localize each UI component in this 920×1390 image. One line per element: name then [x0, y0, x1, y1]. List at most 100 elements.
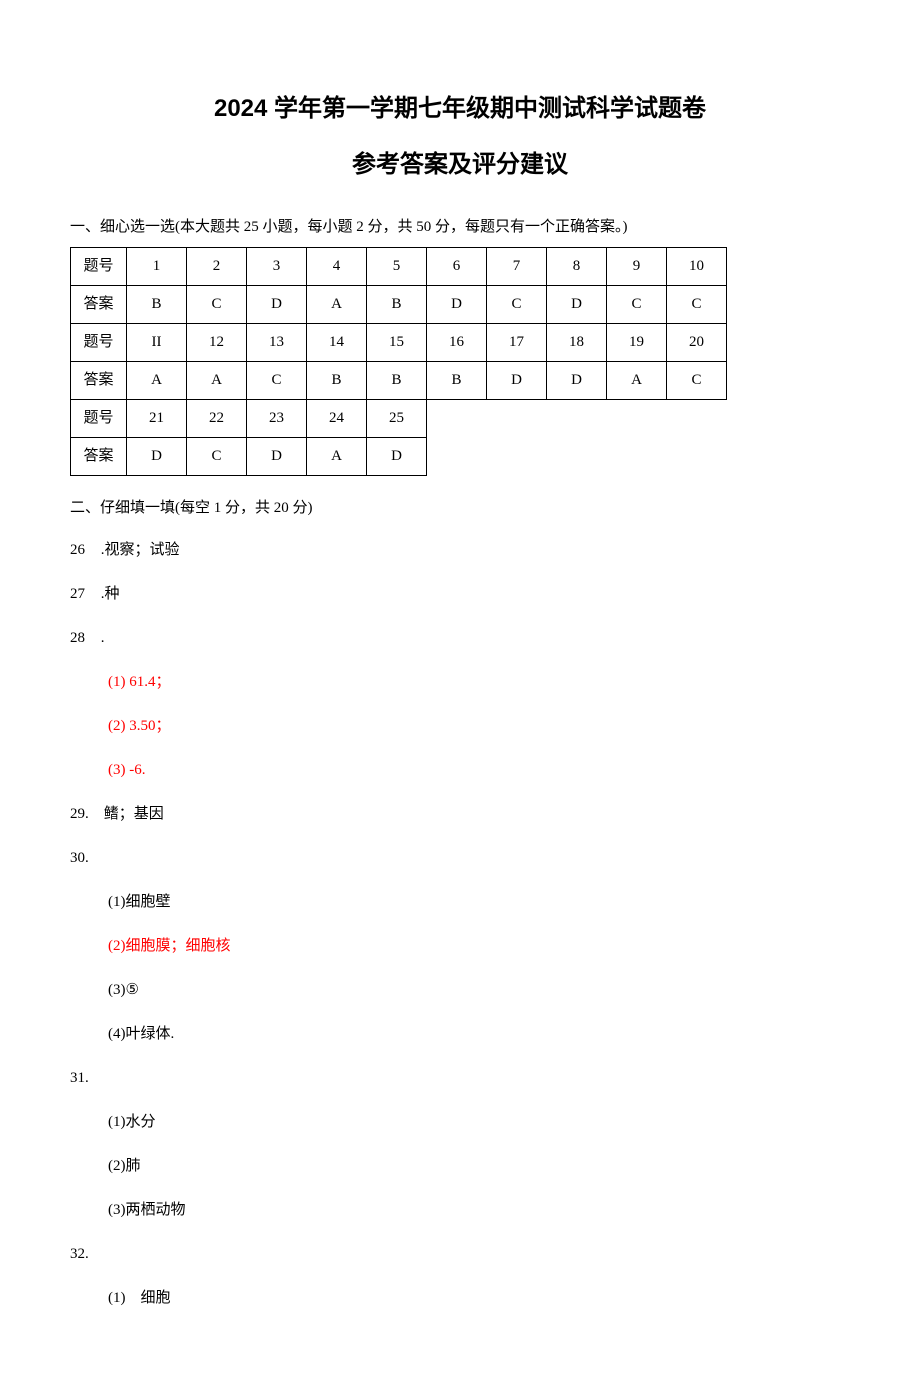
cell-qnum: 20 — [667, 323, 727, 361]
cell-ans: D — [247, 285, 307, 323]
cell-ans: A — [127, 361, 187, 399]
q32: 32. — [70, 1242, 850, 1266]
cell-ans: B — [367, 285, 427, 323]
row-label: 题号 — [71, 399, 127, 437]
cell-ans: C — [487, 285, 547, 323]
table-row: 题号 II 12 13 14 15 16 17 18 19 20 — [71, 323, 727, 361]
sub-text: ⑤ — [126, 982, 139, 998]
cell-ans: C — [607, 285, 667, 323]
q-sep — [89, 806, 104, 822]
q31-sub3: (3)两栖动物 — [108, 1198, 850, 1222]
cell-qnum: 3 — [247, 247, 307, 285]
cell-qnum: 6 — [427, 247, 487, 285]
cell-qnum: 16 — [427, 323, 487, 361]
cell-ans: B — [427, 361, 487, 399]
cell-qnum: 14 — [307, 323, 367, 361]
cell-qnum: 18 — [547, 323, 607, 361]
sub-text: -6. — [126, 762, 146, 778]
table-row: 答案 A A C B B B D D A C — [71, 361, 727, 399]
cell-ans: B — [127, 285, 187, 323]
cell-qnum: 2 — [187, 247, 247, 285]
section1-heading: 一、细心选一选(本大题共 25 小题，每小题 2 分，共 50 分，每题只有一个… — [70, 215, 850, 239]
cell-ans: D — [247, 437, 307, 475]
sub-text: 细胞壁 — [126, 894, 171, 910]
cell-ans: C — [667, 361, 727, 399]
cell-qnum: 24 — [307, 399, 367, 437]
sub-label: (1) — [108, 674, 126, 690]
answer-table: 题号 1 2 3 4 5 6 7 8 9 10 答案 B C D A B D C… — [70, 247, 727, 476]
cell-qnum: 10 — [667, 247, 727, 285]
table-row: 答案 B C D A B D C D C C — [71, 285, 727, 323]
q30-sub2: (2)细胞膜；细胞核 — [108, 934, 850, 958]
section2-heading: 二、仔细填一填(每空 1 分，共 20 分) — [70, 496, 850, 520]
cell-ans: C — [247, 361, 307, 399]
cell-qnum: II — [127, 323, 187, 361]
q28-sub3: (3) -6. — [108, 758, 850, 782]
sub-label: (3) — [108, 1202, 126, 1218]
cell-ans: A — [307, 437, 367, 475]
sub-text: 肺 — [126, 1158, 141, 1174]
row-label: 答案 — [71, 285, 127, 323]
sub-label: (1) — [108, 894, 126, 910]
cell-qnum: 5 — [367, 247, 427, 285]
cell-qnum: 15 — [367, 323, 427, 361]
q28-sub1: (1) 61.4； — [108, 670, 850, 694]
q-text: 种 — [105, 586, 120, 602]
q-num: 28 — [70, 630, 85, 646]
cell-ans: D — [547, 361, 607, 399]
q-text: 视察；试验 — [105, 542, 180, 558]
cell-ans: C — [667, 285, 727, 323]
sub-label: (2) — [108, 718, 126, 734]
cell-qnum: 9 — [607, 247, 667, 285]
q-text: 鳍；基因 — [104, 806, 164, 822]
sub-text: 叶绿体. — [126, 1026, 175, 1042]
q-num: 26 — [70, 542, 85, 558]
cell-ans: D — [127, 437, 187, 475]
cell-qnum: 13 — [247, 323, 307, 361]
cell-qnum: 8 — [547, 247, 607, 285]
q30-sub3: (3)⑤ — [108, 978, 850, 1002]
cell-qnum: 22 — [187, 399, 247, 437]
q27: 27 .种 — [70, 582, 850, 606]
q30-sub1: (1)细胞壁 — [108, 890, 850, 914]
q-sep: . — [97, 542, 105, 558]
cell-ans: C — [187, 437, 247, 475]
sub-label: (3) — [108, 982, 126, 998]
cell-qnum: 12 — [187, 323, 247, 361]
cell-qnum: 19 — [607, 323, 667, 361]
sub-label: (4) — [108, 1026, 126, 1042]
sub-label: (2) — [108, 1158, 126, 1174]
q-num: 32. — [70, 1246, 89, 1262]
cell-ans: D — [487, 361, 547, 399]
q28: 28 . — [70, 626, 850, 650]
row-label: 答案 — [71, 361, 127, 399]
q28-sub2: (2) 3.50； — [108, 714, 850, 738]
cell-ans: D — [547, 285, 607, 323]
page-title-main: 2024 学年第一学期七年级期中测试科学试题卷 — [70, 90, 850, 128]
q32-sub1: (1) 细胞 — [108, 1286, 850, 1310]
sub-label: (1) — [108, 1114, 126, 1130]
sub-text: 水分 — [126, 1114, 156, 1130]
cell-qnum: 23 — [247, 399, 307, 437]
q31-sub2: (2)肺 — [108, 1154, 850, 1178]
row-label: 答案 — [71, 437, 127, 475]
q29: 29. 鳍；基因 — [70, 802, 850, 826]
q-sep: . — [97, 586, 105, 602]
page-title-sub: 参考答案及评分建议 — [70, 146, 850, 184]
cell-qnum: 7 — [487, 247, 547, 285]
cell-qnum: 1 — [127, 247, 187, 285]
sub-label: (1) — [108, 1290, 126, 1306]
cell-ans: B — [367, 361, 427, 399]
cell-ans: B — [307, 361, 367, 399]
table-row: 答案 D C D A D — [71, 437, 727, 475]
sub-text: 两栖动物 — [126, 1202, 186, 1218]
sub-label: (3) — [108, 762, 126, 778]
q26: 26 .视察；试验 — [70, 538, 850, 562]
q-num: 31. — [70, 1070, 89, 1086]
sub-text: 61.4； — [126, 674, 171, 690]
q31-sub1: (1)水分 — [108, 1110, 850, 1134]
cell-ans: A — [307, 285, 367, 323]
q-sep: . — [97, 630, 105, 646]
q31: 31. — [70, 1066, 850, 1090]
q-num: 29. — [70, 806, 89, 822]
